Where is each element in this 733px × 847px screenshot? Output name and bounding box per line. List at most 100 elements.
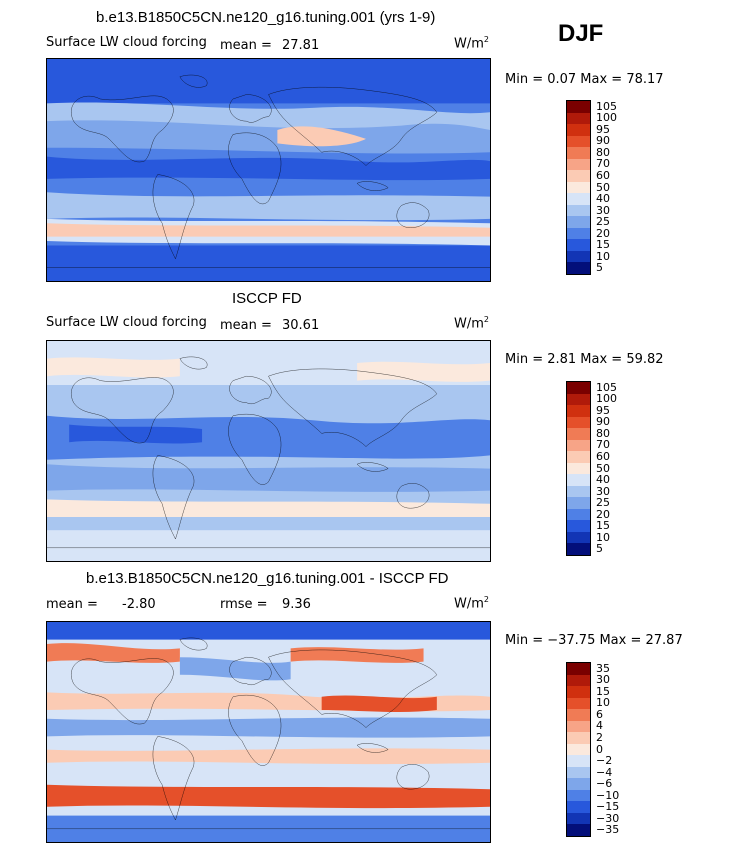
colorbar-swatch — [567, 543, 590, 555]
panel1-map — [46, 58, 491, 282]
colorbar-level-label: 15 — [596, 519, 610, 533]
map-field — [47, 341, 490, 561]
colorbar-level-label: 95 — [596, 122, 610, 136]
map-field — [47, 622, 490, 842]
season-label: DJF — [558, 20, 604, 47]
colorbar-swatch — [567, 181, 590, 194]
colorbar-swatch — [567, 686, 590, 698]
panel3-minmax: Min = −37.75 Max = 27.87 — [505, 633, 683, 648]
colorbar-level-label: 90 — [596, 415, 610, 429]
panel2-mean-label: mean = — [220, 318, 272, 333]
colorbar-swatch — [567, 428, 590, 440]
colorbar-swatch — [567, 216, 590, 228]
colorbar-swatch — [567, 227, 590, 240]
panel1-mean-value: 27.81 — [282, 38, 320, 53]
colorbar-level-label: 5 — [596, 261, 603, 275]
colorbar-level-label: 70 — [596, 157, 610, 171]
colorbar-swatch — [567, 170, 590, 182]
colorbar-swatch — [567, 531, 590, 544]
panel1-units: W/m2 — [454, 35, 489, 52]
colorbar-level-label: −6 — [596, 777, 613, 791]
colorbar-swatch — [567, 393, 590, 406]
colorbar-level-label: 80 — [596, 426, 610, 440]
colorbar-level-label: 90 — [596, 134, 610, 148]
colorbar-level-label: 0 — [596, 742, 603, 756]
colorbar-level-label: 70 — [596, 438, 610, 452]
colorbar-swatch — [567, 801, 590, 813]
panel2-map — [46, 340, 491, 562]
colorbar-swatch — [567, 193, 590, 205]
panel1-colorbar: 105 100 95 90 80 70 60 50 40 30 25 20 15 10 5 — [566, 100, 617, 275]
colorbar-level-label: 50 — [596, 461, 610, 475]
colorbar-level-label: 6 — [596, 707, 603, 721]
colorbar-level-label: 25 — [596, 496, 610, 510]
colorbar-swatch — [567, 147, 590, 159]
panel1-variable: Surface LW cloud forcing — [46, 35, 207, 50]
colorbar-swatch — [567, 674, 590, 687]
colorbar-swatch — [567, 250, 590, 263]
panel1-mean-label: mean = — [220, 38, 272, 53]
colorbar-level-label: 50 — [596, 180, 610, 194]
colorbar-level-label: 10 — [596, 249, 610, 263]
panel2-minmax: Min = 2.81 Max = 59.82 — [505, 352, 664, 367]
colorbar-swatch — [567, 778, 590, 790]
colorbar-swatch — [567, 135, 590, 148]
colorbar-level-label: 105 — [596, 380, 617, 394]
colorbar-level-label: 80 — [596, 145, 610, 159]
colorbar-level-label: 40 — [596, 473, 610, 487]
colorbar-swatch — [567, 520, 590, 532]
colorbar-level-label: 95 — [596, 403, 610, 417]
colorbar-swatch — [567, 474, 590, 486]
colorbar-level-label: −15 — [596, 800, 620, 814]
colorbar-swatch — [567, 239, 590, 251]
panel2-units: W/m2 — [454, 315, 489, 332]
colorbar-level-label: 20 — [596, 226, 610, 240]
colorbar-level-label: 30 — [596, 484, 610, 498]
colorbar-level-label: 40 — [596, 192, 610, 206]
colorbar-swatch — [567, 382, 590, 394]
colorbar-level-label: −35 — [596, 823, 620, 837]
panel2-title: ISCCP FD — [232, 290, 302, 307]
colorbar-level-label: 100 — [596, 392, 617, 406]
colorbar-swatch — [567, 405, 590, 417]
colorbar-swatch — [567, 508, 590, 521]
colorbar-level-label: −2 — [596, 754, 613, 768]
colorbar-swatch — [567, 812, 590, 825]
colorbar-level-label: 2 — [596, 730, 603, 744]
colorbar-level-label: 20 — [596, 507, 610, 521]
colorbar-swatch — [567, 112, 590, 125]
colorbar-swatch — [567, 204, 590, 217]
colorbar-swatch — [567, 743, 590, 756]
panel3-rmse-value: 9.36 — [282, 597, 311, 612]
panel3-mean-label: mean = — [46, 597, 98, 612]
colorbar-swatch — [567, 824, 590, 836]
colorbar-level-label: −10 — [596, 788, 620, 802]
colorbar-level-label: 35 — [596, 661, 610, 675]
colorbar-level-label: 30 — [596, 203, 610, 217]
colorbar-swatch — [567, 158, 590, 171]
colorbar-swatch — [567, 451, 590, 463]
panel1-title: b.e13.B1850C5CN.ne120_g16.tuning.001 (yr… — [96, 9, 436, 26]
colorbar-swatch — [567, 485, 590, 498]
colorbar-swatch — [567, 709, 590, 721]
colorbar-level-label: 105 — [596, 99, 617, 113]
colorbar-swatch — [567, 101, 590, 113]
panel3-map — [46, 621, 491, 843]
colorbar-swatch — [567, 462, 590, 475]
colorbar-swatch — [567, 720, 590, 733]
panel2-colorbar: 105 100 95 90 80 70 60 50 40 30 25 20 15 10 5 — [566, 381, 617, 556]
colorbar-swatch — [567, 439, 590, 452]
colorbar-level-label: 4 — [596, 719, 603, 733]
colorbar-level-label: 60 — [596, 168, 610, 182]
colorbar-level-label: 10 — [596, 696, 610, 710]
colorbar-swatch — [567, 663, 590, 675]
colorbar-level-label: 15 — [596, 684, 610, 698]
colorbar-swatch — [567, 416, 590, 429]
colorbar-swatch — [567, 755, 590, 767]
colorbar-level-label: −30 — [596, 811, 620, 825]
colorbar-level-label: 100 — [596, 111, 617, 125]
panel3-rmse-label: rmse = — [220, 597, 268, 612]
colorbar-level-label: 25 — [596, 215, 610, 229]
colorbar-level-label: 10 — [596, 530, 610, 544]
colorbar-swatch — [567, 697, 590, 710]
